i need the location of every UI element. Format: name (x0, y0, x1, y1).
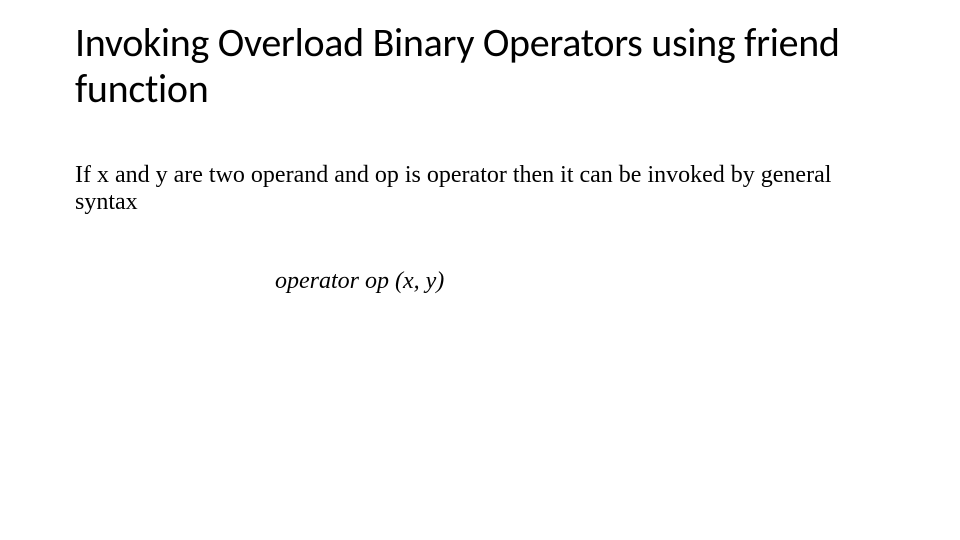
syntax-expression: operator op (x, y) (75, 268, 885, 295)
body-paragraph: If x and y are two operand and op is ope… (75, 162, 885, 216)
slide-title: Invoking Overload Binary Operators using… (75, 20, 885, 112)
